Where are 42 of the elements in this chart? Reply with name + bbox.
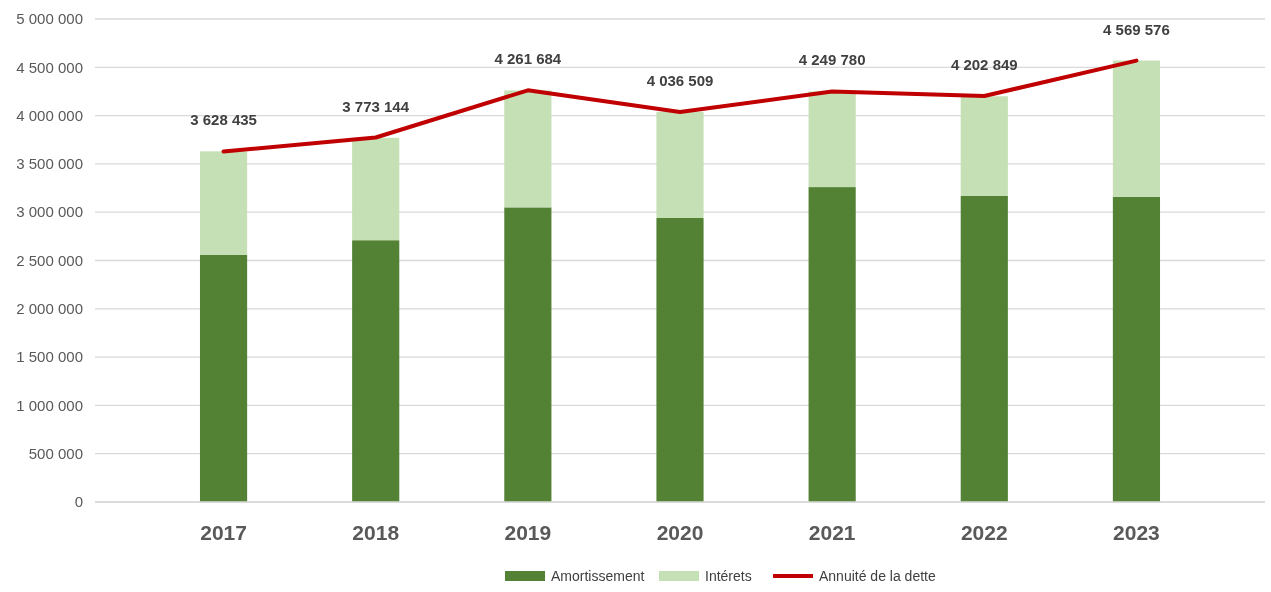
data-label: 4 249 780 (798, 51, 866, 69)
bar (656, 111, 704, 218)
legend-label: Intérets (705, 567, 752, 584)
bar (504, 207, 552, 502)
data-label: 3 628 435 (190, 111, 257, 129)
bar (960, 195, 1008, 502)
bar (1112, 196, 1161, 502)
bar (808, 187, 856, 502)
x-tick-label: 2020 (656, 521, 704, 544)
bar (808, 91, 856, 188)
data-label: 4 261 684 (494, 50, 562, 68)
bar (352, 240, 400, 502)
bar (352, 137, 400, 241)
bar (199, 254, 248, 502)
y-tick-label: 5 000 000 (16, 10, 83, 28)
legend-label: Annuité de la dette (819, 567, 936, 584)
y-tick-label: 3 000 000 (16, 203, 83, 221)
x-tick-label: 2019 (504, 521, 552, 544)
x-tick-label: 2017 (200, 521, 247, 544)
legend-label: Amortissement (551, 567, 645, 584)
y-tick-label: 500 000 (28, 444, 83, 462)
data-label: 4 036 509 (646, 72, 714, 90)
data-label: 4 569 576 (1103, 20, 1170, 38)
bar (504, 90, 552, 208)
bar (960, 96, 1008, 196)
y-tick-label: 2 000 000 (16, 300, 83, 318)
x-tick-label: 2022 (960, 521, 1008, 544)
y-tick-label: 3 500 000 (16, 155, 83, 173)
y-tick-label: 1 000 000 (16, 396, 83, 414)
x-tick-label: 2023 (1113, 521, 1160, 544)
y-tick-label: 4 000 000 (16, 106, 83, 124)
y-tick-label: 2 500 000 (16, 251, 83, 269)
x-tick-label: 2018 (352, 521, 400, 544)
bar (656, 218, 704, 502)
x-tick-label: 2021 (808, 521, 856, 544)
bar (199, 151, 248, 255)
y-tick-label: 4 500 000 (16, 58, 83, 76)
data-label: 3 773 144 (342, 97, 410, 115)
y-tick-label: 1 500 000 (16, 348, 83, 366)
data-label: 4 202 849 (950, 56, 1018, 73)
bar (1112, 60, 1161, 197)
y-tick-label: 0 (74, 493, 83, 511)
